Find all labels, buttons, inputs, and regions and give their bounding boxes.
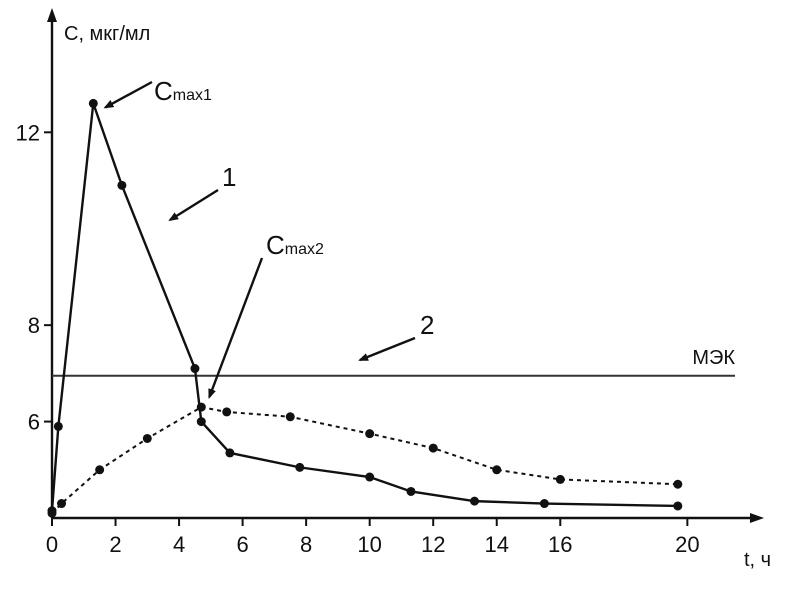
series-1-point (406, 486, 416, 496)
series-2-point (222, 407, 232, 417)
x-tick-label: 16 (548, 532, 572, 557)
annotations: Cmax1 Cmax2 1 2 (103, 76, 434, 399)
series-1-point (196, 417, 206, 427)
x-tick-label: 6 (236, 532, 248, 557)
series-2-point (428, 443, 438, 453)
x-axis-label: t, ч (744, 549, 771, 571)
y-axis-arrow-icon (47, 8, 57, 22)
series-1-point (365, 472, 375, 482)
cmax1-label: Cmax1 (154, 76, 212, 106)
series-2-arrow (358, 336, 416, 362)
series-1-point (470, 496, 480, 506)
series-2-point (555, 474, 565, 484)
series-1-point (117, 180, 127, 190)
series-2-point (365, 429, 375, 439)
cmax2-arrow (208, 257, 264, 399)
x-tick-label: 8 (300, 532, 312, 557)
series-2-point (492, 465, 502, 475)
x-tick-label: 20 (675, 532, 699, 557)
reference-lines: МЭК (52, 347, 735, 377)
y-axis-label: C, мкг/мл (64, 23, 150, 45)
x-tick-label: 0 (46, 532, 58, 557)
series-2-point (196, 402, 206, 412)
series-2-point (142, 433, 152, 443)
series-1-point (88, 98, 98, 108)
series-1-point (225, 448, 235, 458)
mek-label: МЭК (692, 347, 735, 369)
cmax2-label: Cmax2 (266, 230, 324, 260)
series-1-point (673, 501, 683, 511)
y-tick-label: 6 (28, 410, 40, 435)
series-1-point (539, 499, 549, 509)
y-tick-label: 8 (28, 313, 40, 338)
x-tick-label: 4 (173, 532, 185, 557)
x-tick-label: 14 (485, 532, 509, 557)
series-2-point (673, 479, 683, 489)
series-2-line (51, 406, 678, 514)
series-1-point (190, 364, 200, 374)
x-axis-arrow-icon (750, 513, 764, 523)
series-1-point (295, 462, 305, 472)
series-2-point (47, 508, 57, 518)
x-tick-label: 2 (109, 532, 121, 557)
series-1-point (53, 421, 63, 431)
x-tick-label: 10 (357, 532, 381, 557)
axes: C, мкг/мл t, ч (47, 8, 771, 571)
y-tick-label: 12 (16, 120, 40, 145)
series-2-point (95, 465, 105, 475)
x-tick-label: 12 (421, 532, 445, 557)
series-2-annotation: 2 (420, 310, 434, 340)
series-1-annotation: 1 (222, 162, 236, 192)
series-1-line (50, 102, 678, 511)
series (47, 98, 683, 518)
series-2-point (57, 499, 67, 509)
series-2-point (285, 412, 295, 422)
cmax1-arrow (103, 80, 153, 109)
series-1-arrow (168, 188, 219, 222)
